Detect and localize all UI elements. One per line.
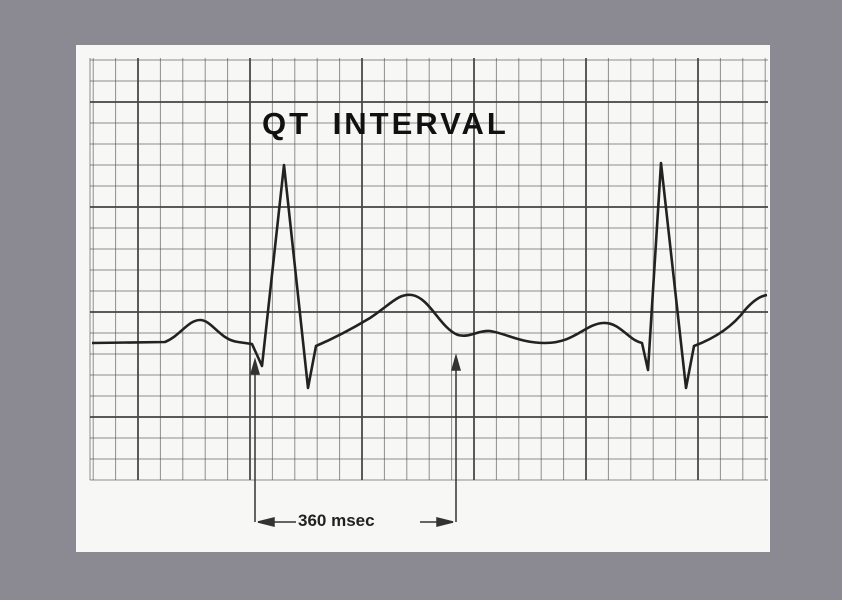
- arrow-up-icon: [451, 353, 461, 371]
- diagram-title: QT INTERVAL: [262, 106, 509, 141]
- arrow-right-icon: [436, 517, 454, 527]
- arrow-left-icon: [257, 517, 275, 527]
- qt-interval-marker: [250, 353, 461, 527]
- slide-paper: [76, 45, 770, 552]
- ecg-trace: [91, 161, 768, 390]
- qt-interval-label: 360 msec: [298, 511, 375, 530]
- arrow-up-icon: [250, 357, 260, 375]
